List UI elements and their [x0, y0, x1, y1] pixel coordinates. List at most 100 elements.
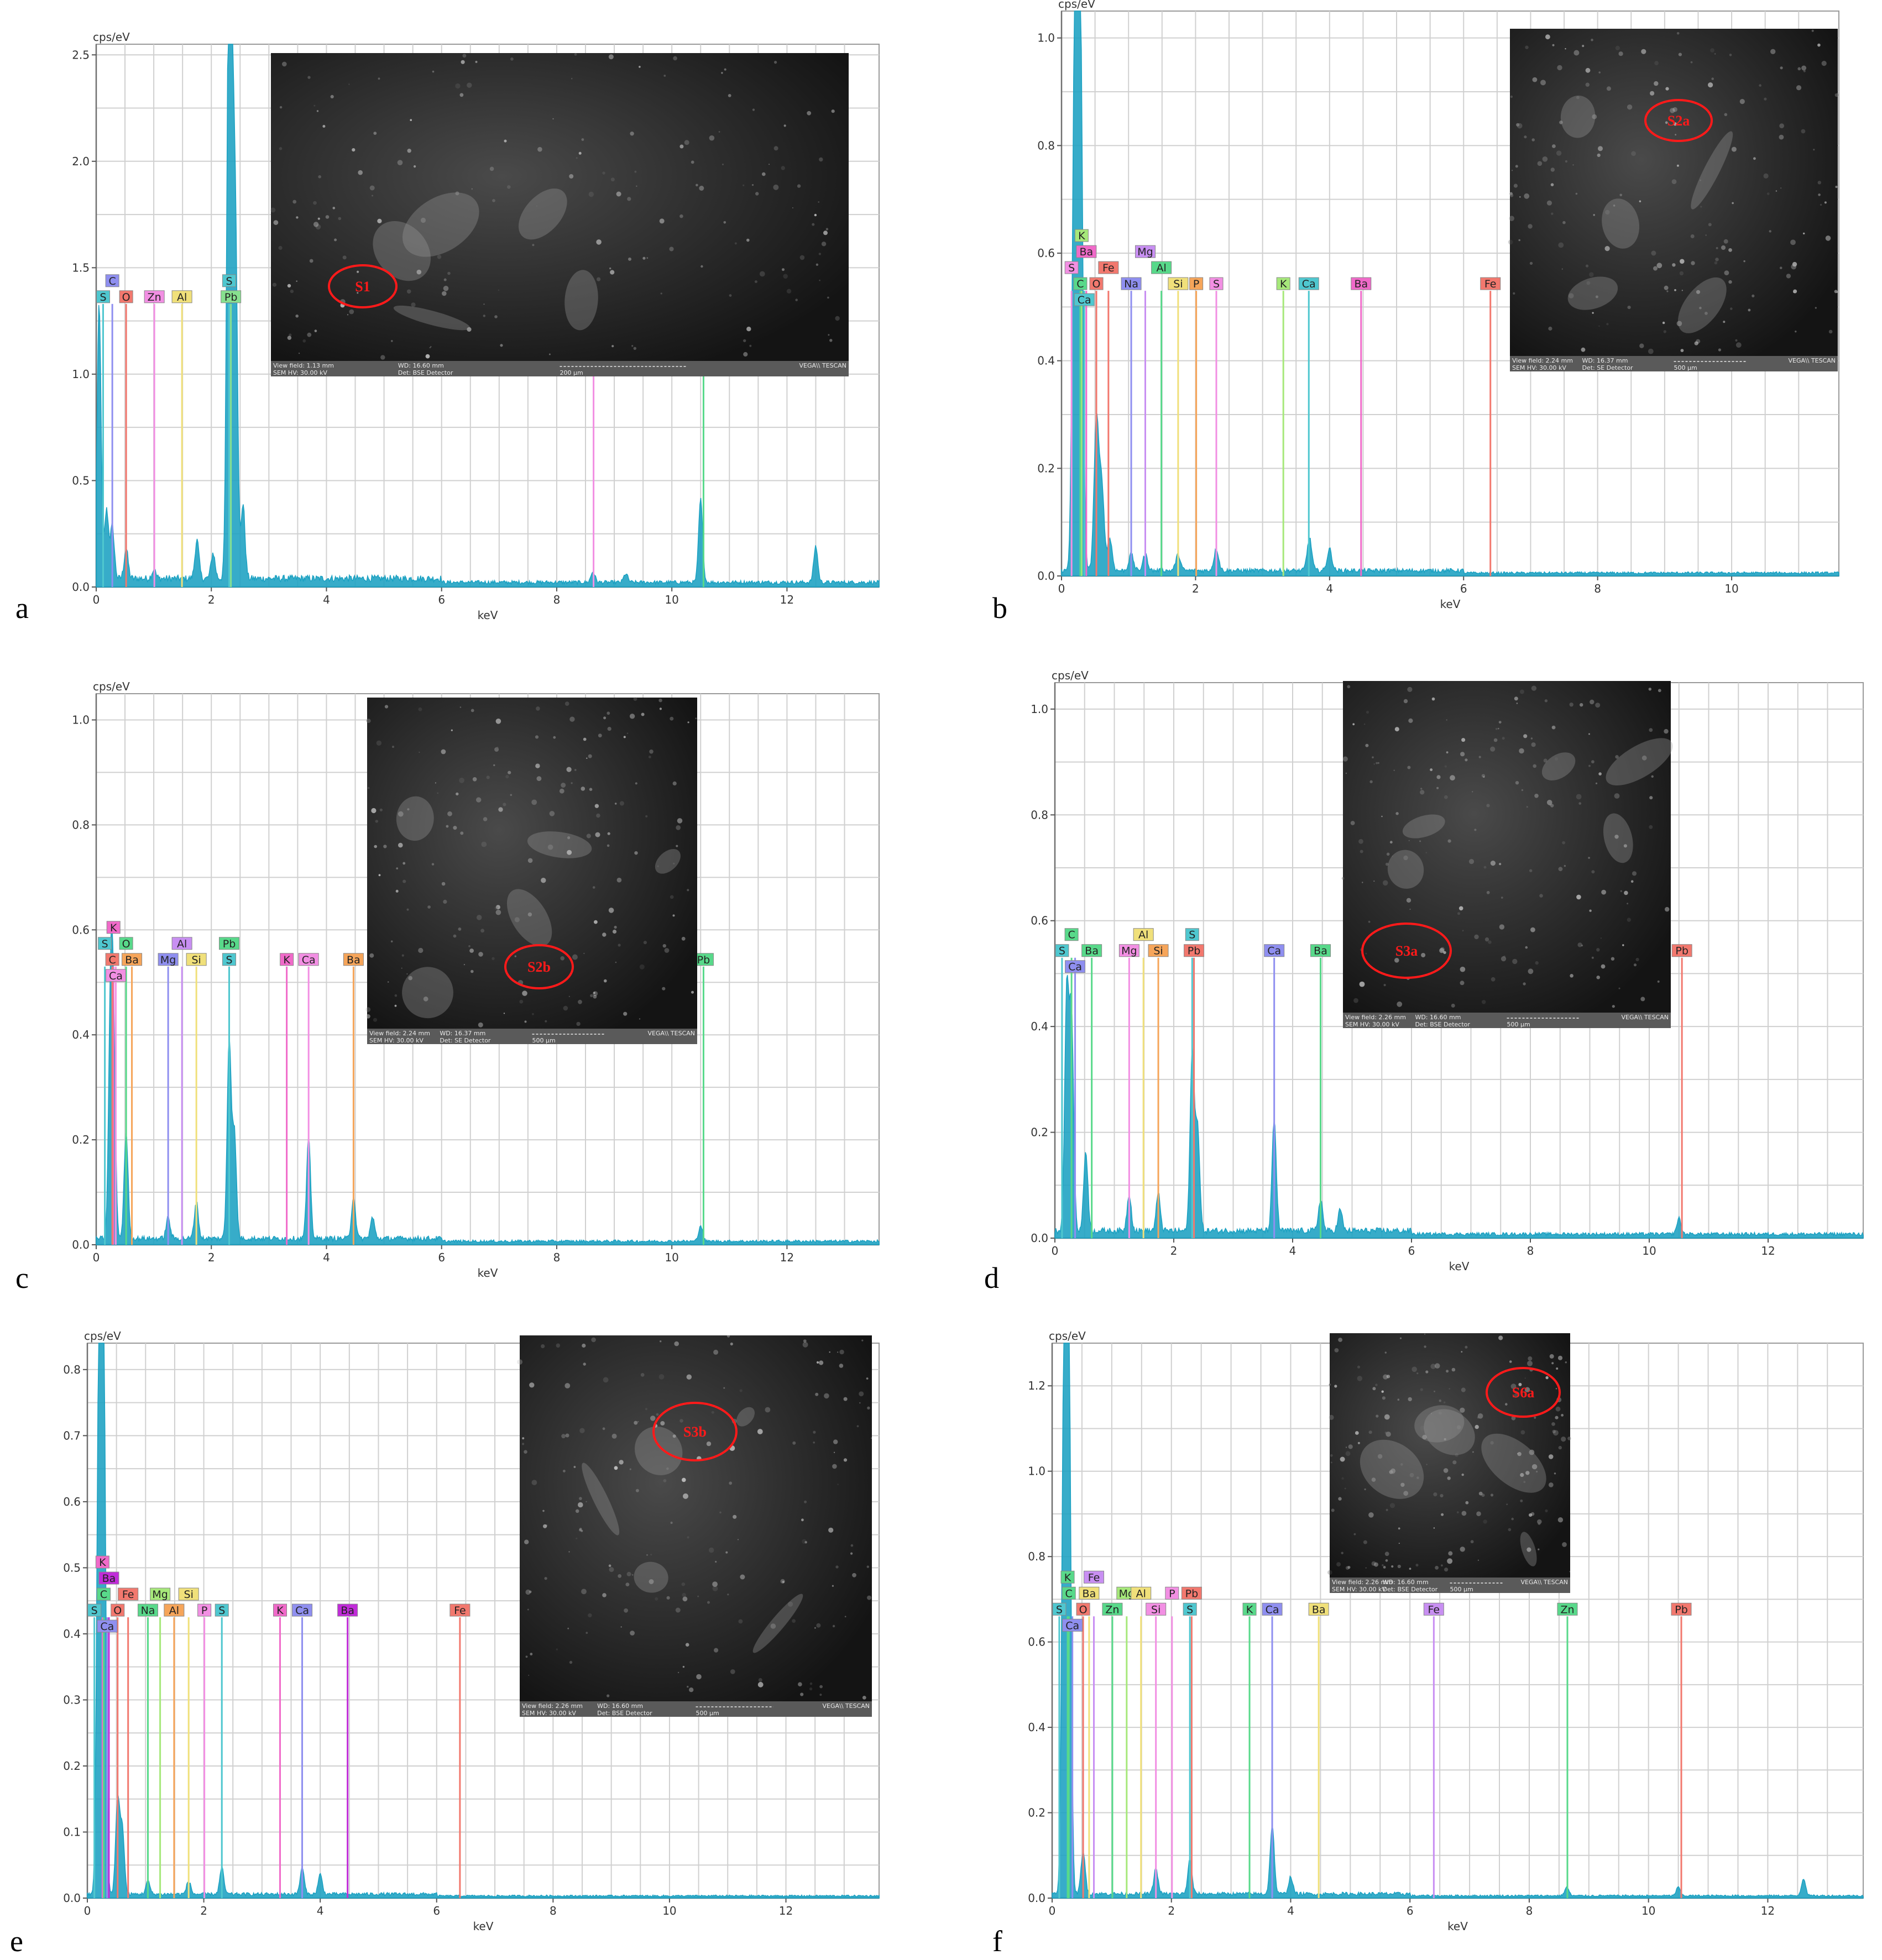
- sem-texture: [1490, 1441, 1494, 1445]
- sem-texture: [1653, 266, 1658, 271]
- sem-texture: [1590, 699, 1595, 705]
- sem-texture: [1714, 261, 1718, 265]
- y-tick-label: 1.0: [1037, 32, 1055, 45]
- element-label-text: Zn: [1105, 1603, 1119, 1616]
- sem-texture: [1498, 1335, 1503, 1340]
- sem-texture: [1441, 1513, 1444, 1516]
- element-label-pb: Pb: [219, 937, 240, 950]
- sem-scale-label: 500 µm: [1450, 1586, 1473, 1593]
- sem-texture: [1548, 326, 1552, 331]
- element-label-text: Si: [1153, 945, 1163, 957]
- sem-texture: [1360, 850, 1363, 853]
- sem-texture: [1779, 123, 1785, 129]
- sem-texture: [378, 874, 381, 877]
- element-label-box: [273, 1603, 287, 1617]
- sem-texture: [1377, 762, 1379, 764]
- sem-texture: [660, 292, 662, 295]
- sem-texture: [1627, 104, 1633, 110]
- y-tick-label: 0.6: [1028, 1636, 1045, 1649]
- sem-wd: WD: 16.60 mm: [597, 1702, 643, 1710]
- sem-image: [271, 53, 849, 361]
- sem-wd: WD: 16.60 mm: [1415, 1014, 1461, 1021]
- x-tick-label: 2: [1192, 582, 1199, 595]
- sem-texture: [503, 1013, 505, 1014]
- sem-texture: [1723, 239, 1728, 244]
- sem-texture: [296, 280, 297, 282]
- element-label-ba: Ba: [122, 953, 143, 966]
- y-tick-label: 1.0: [72, 713, 90, 726]
- sem-texture: [709, 1547, 714, 1553]
- sem-texture: [435, 782, 437, 784]
- sem-texture: [758, 1678, 762, 1683]
- sem-texture: [585, 1501, 587, 1502]
- sem-texture: [1678, 53, 1682, 56]
- sem-texture: [1821, 61, 1827, 66]
- y-axis-label: cps/eV: [93, 30, 130, 44]
- sem-texture: [1465, 1345, 1468, 1349]
- element-label-box: [222, 953, 237, 966]
- sem-grain: [564, 270, 598, 331]
- element-label-box: [1671, 944, 1692, 957]
- sem-texture: [1550, 183, 1554, 187]
- sem-texture: [792, 1619, 796, 1623]
- sem-texture: [544, 1577, 547, 1580]
- sem-texture: [672, 781, 677, 785]
- sem-texture: [1515, 165, 1518, 168]
- element-label-k: K: [1060, 1570, 1075, 1584]
- sem-texture: [1470, 1540, 1474, 1544]
- sem-texture: [670, 716, 674, 721]
- chart-panel-a: 0 2 4 6 8 10 120.00.51.01.52.02.5cps/eVkeVaSCO…: [15, 30, 880, 625]
- sem-texture: [1557, 65, 1562, 71]
- element-label-ca: Ca: [298, 953, 319, 966]
- sem-texture: [1420, 790, 1425, 795]
- sem-texture: [611, 1433, 617, 1439]
- element-label-box: [1308, 1602, 1329, 1616]
- sem-texture: [1520, 1499, 1523, 1502]
- sem-texture: [527, 858, 533, 863]
- x-tick-label: 6: [1460, 582, 1467, 595]
- sem-texture: [1715, 258, 1719, 261]
- sem-texture: [535, 735, 539, 739]
- sem-texture: [1355, 1431, 1359, 1435]
- element-label-c: C: [1064, 928, 1079, 941]
- sem-texture: [608, 54, 614, 60]
- sem-texture: [471, 709, 474, 712]
- sem-texture: [1600, 937, 1602, 939]
- sem-grain: [1560, 95, 1596, 138]
- sem-texture: [443, 899, 447, 904]
- sem-texture: [819, 157, 823, 162]
- element-label-box: [1131, 1586, 1152, 1600]
- sem-texture: [480, 929, 485, 933]
- sem-texture: [1769, 230, 1771, 233]
- sem-texture: [831, 109, 835, 113]
- sem-texture: [1419, 840, 1421, 842]
- sem-texture: [1329, 1383, 1331, 1386]
- element-label-c: C: [96, 1587, 111, 1601]
- sem-texture: [529, 1382, 535, 1388]
- sem-texture: [504, 139, 507, 143]
- element-label-box: [95, 1555, 109, 1569]
- y-tick-label: 0.0: [1031, 1231, 1048, 1245]
- element-label-box: [1084, 1570, 1105, 1584]
- sem-texture: [1546, 800, 1552, 805]
- element-label-box: [1062, 1618, 1083, 1632]
- sem-texture: [1352, 723, 1355, 726]
- sem-texture: [394, 1004, 397, 1007]
- sem-texture: [423, 996, 428, 1002]
- element-label-box: [118, 1587, 139, 1601]
- sem-texture: [1598, 772, 1602, 775]
- sem-texture: [618, 1574, 622, 1578]
- sem-texture: [1797, 67, 1801, 71]
- element-label-text: S: [1213, 278, 1220, 290]
- sem-texture: [687, 721, 689, 724]
- sem-texture: [527, 1608, 529, 1611]
- element-label-text: Al: [1156, 262, 1166, 274]
- y-axis-label: cps/eV: [1049, 1329, 1086, 1343]
- y-tick-label: 0.8: [72, 818, 90, 831]
- element-label-box: [1089, 277, 1104, 290]
- sem-texture: [1382, 1396, 1386, 1400]
- sem-texture: [348, 83, 350, 85]
- sem-texture: [1651, 250, 1656, 256]
- sem-texture: [582, 1343, 586, 1348]
- sem-texture: [1654, 81, 1659, 86]
